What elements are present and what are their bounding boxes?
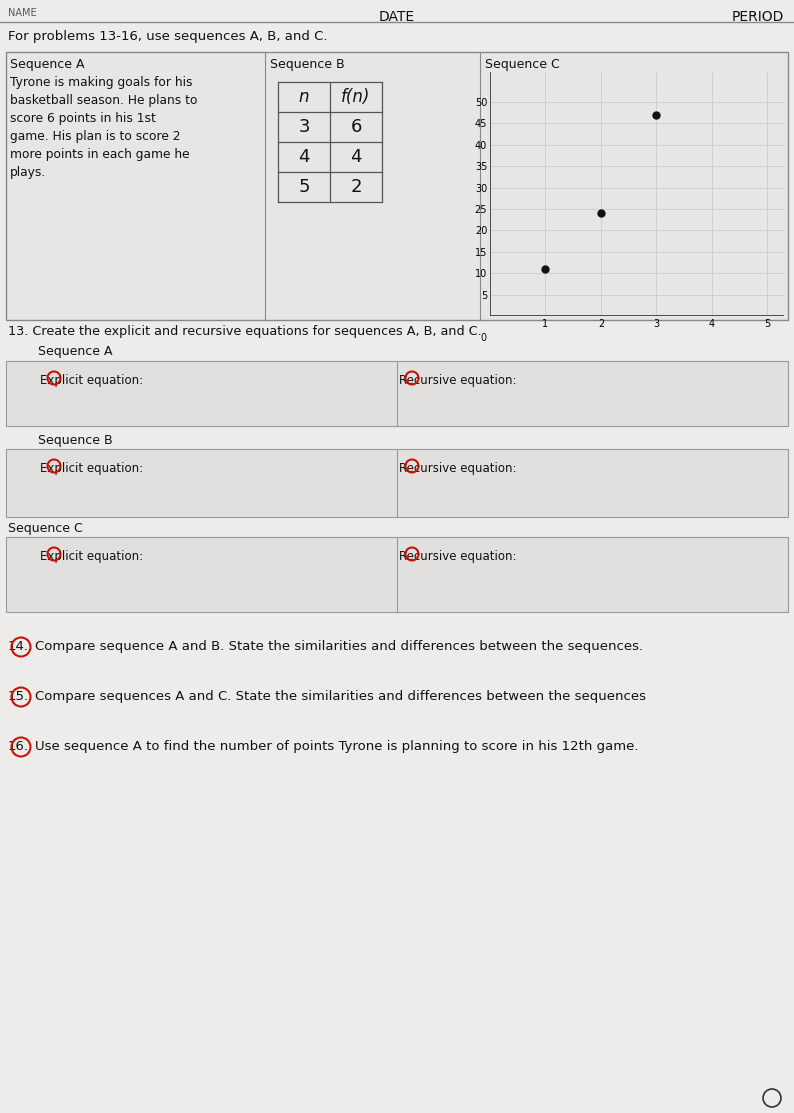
Text: 16.: 16. <box>8 740 29 754</box>
Text: 3: 3 <box>299 118 310 136</box>
Text: 6: 6 <box>350 118 362 136</box>
Text: f(n): f(n) <box>341 88 371 106</box>
Text: Recursive equation:: Recursive equation: <box>399 550 517 563</box>
Bar <box>6 536 788 612</box>
Text: For problems 13-16, use sequences A, B, and C.: For problems 13-16, use sequences A, B, … <box>8 30 327 43</box>
Text: Explicit equation:: Explicit equation: <box>40 550 143 563</box>
Text: plays.: plays. <box>10 166 46 179</box>
Text: basketball season. He plans to: basketball season. He plans to <box>10 93 198 107</box>
Text: Tyrone is making goals for his: Tyrone is making goals for his <box>10 76 192 89</box>
Text: Explicit equation:: Explicit equation: <box>40 462 143 475</box>
Text: 13. Create the explicit and recursive equations for sequences A, B, and C.: 13. Create the explicit and recursive eq… <box>8 325 482 338</box>
Text: Compare sequence A and B. State the similarities and differences between the seq: Compare sequence A and B. State the simi… <box>35 640 643 653</box>
Text: Compare sequences A and C. State the similarities and differences between the se: Compare sequences A and C. State the sim… <box>35 690 646 703</box>
Bar <box>6 361 788 426</box>
Text: 4: 4 <box>350 148 362 166</box>
Text: Sequence B: Sequence B <box>270 58 345 71</box>
Text: Use sequence A to find the number of points Tyrone is planning to score in his 1: Use sequence A to find the number of poi… <box>35 740 638 754</box>
Text: 4: 4 <box>299 148 310 166</box>
Text: 0: 0 <box>480 333 487 343</box>
Text: n: n <box>299 88 309 106</box>
Bar <box>6 52 788 321</box>
Text: score 6 points in his 1st: score 6 points in his 1st <box>10 112 156 125</box>
Text: Recursive equation:: Recursive equation: <box>399 462 517 475</box>
Text: 2: 2 <box>350 178 362 196</box>
Bar <box>6 449 788 518</box>
Text: NAME: NAME <box>8 8 37 18</box>
Text: Sequence A: Sequence A <box>10 58 84 71</box>
Text: more points in each game he: more points in each game he <box>10 148 190 161</box>
Text: Sequence A: Sequence A <box>38 345 113 358</box>
Text: 15.: 15. <box>8 690 29 703</box>
Text: Recursive equation:: Recursive equation: <box>399 374 517 387</box>
Text: Sequence C: Sequence C <box>485 58 560 71</box>
Text: DATE: DATE <box>379 10 415 24</box>
Text: PERIOD: PERIOD <box>731 10 784 24</box>
Text: Explicit equation:: Explicit equation: <box>40 374 143 387</box>
Text: game. His plan is to score 2: game. His plan is to score 2 <box>10 130 180 142</box>
Text: Sequence C: Sequence C <box>8 522 83 535</box>
Text: 5: 5 <box>299 178 310 196</box>
Text: 14.: 14. <box>8 640 29 653</box>
Text: Sequence B: Sequence B <box>38 434 113 447</box>
